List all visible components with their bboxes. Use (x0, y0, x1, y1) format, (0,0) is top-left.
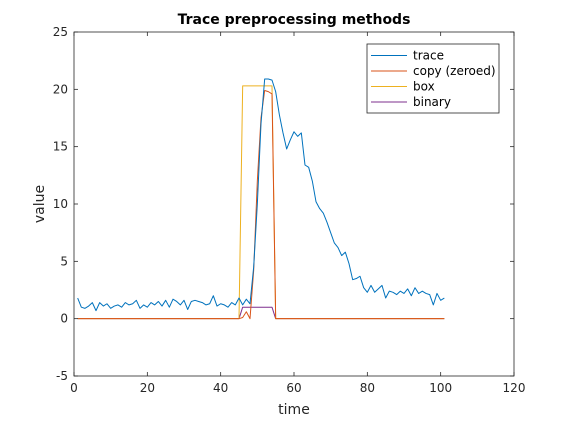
x-tick-label: 20 (140, 381, 155, 395)
legend-label: box (413, 80, 435, 94)
x-tick-label: 100 (429, 381, 452, 395)
series-layer (77, 78, 445, 320)
legend-label: copy (zeroed) (413, 64, 496, 78)
x-axis-label: time (278, 402, 310, 418)
y-tick-label: 5 (60, 254, 68, 268)
x-tick-label: 120 (503, 381, 526, 395)
series-line-trace (77, 78, 445, 312)
legend-label: binary (413, 95, 451, 109)
y-axis-label: value (32, 185, 48, 223)
y-tick-label: 25 (53, 25, 68, 39)
y-tick-label: 20 (53, 82, 68, 96)
y-tick-label: 15 (53, 140, 68, 154)
x-tick-label: 60 (286, 381, 301, 395)
x-tick-label: 40 (213, 381, 228, 395)
y-tick-label: 10 (53, 197, 68, 211)
chart-title: Trace preprocessing methods (178, 12, 411, 28)
x-tick-label: 80 (360, 381, 375, 395)
x-tick-label: 0 (70, 381, 78, 395)
y-tick-label: 0 (60, 312, 68, 326)
axes-box (73, 31, 515, 377)
y-tick-label: -5 (56, 369, 68, 383)
series-line-copy-zeroed (77, 89, 445, 320)
legend-label: trace (413, 49, 444, 63)
